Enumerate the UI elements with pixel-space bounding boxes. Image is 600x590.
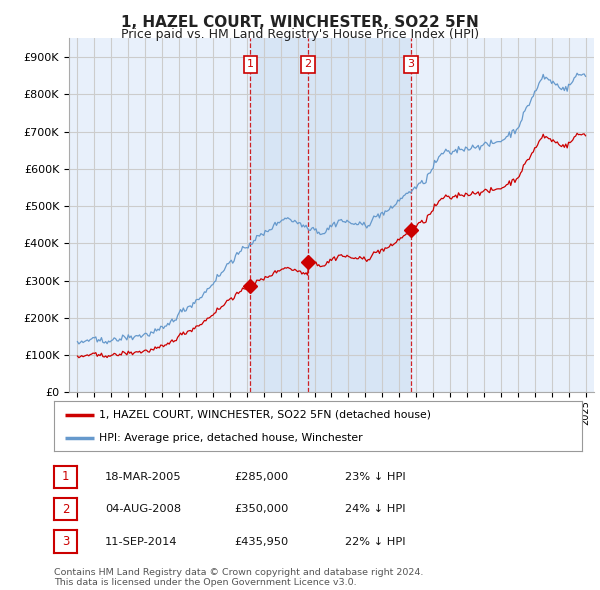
Text: £350,000: £350,000 (234, 504, 289, 514)
Text: £435,950: £435,950 (234, 537, 288, 546)
Bar (250, 38, 411, 392)
Text: 3: 3 (62, 535, 69, 548)
Text: £285,000: £285,000 (234, 472, 288, 481)
Text: 1: 1 (247, 60, 254, 70)
Text: 1: 1 (62, 470, 69, 483)
Text: 1, HAZEL COURT, WINCHESTER, SO22 5FN: 1, HAZEL COURT, WINCHESTER, SO22 5FN (121, 15, 479, 30)
Text: Contains HM Land Registry data © Crown copyright and database right 2024.
This d: Contains HM Land Registry data © Crown c… (54, 568, 424, 587)
Text: Price paid vs. HM Land Registry's House Price Index (HPI): Price paid vs. HM Land Registry's House … (121, 28, 479, 41)
Text: 2: 2 (304, 60, 311, 70)
Text: 23% ↓ HPI: 23% ↓ HPI (345, 472, 406, 481)
Text: 3: 3 (407, 60, 415, 70)
Text: 22% ↓ HPI: 22% ↓ HPI (345, 537, 406, 546)
Text: 04-AUG-2008: 04-AUG-2008 (105, 504, 181, 514)
Text: 1, HAZEL COURT, WINCHESTER, SO22 5FN (detached house): 1, HAZEL COURT, WINCHESTER, SO22 5FN (de… (99, 409, 431, 419)
Text: 11-SEP-2014: 11-SEP-2014 (105, 537, 178, 546)
Text: 18-MAR-2005: 18-MAR-2005 (105, 472, 182, 481)
Text: 2: 2 (62, 503, 69, 516)
Text: HPI: Average price, detached house, Winchester: HPI: Average price, detached house, Winc… (99, 433, 362, 443)
Text: 24% ↓ HPI: 24% ↓ HPI (345, 504, 406, 514)
